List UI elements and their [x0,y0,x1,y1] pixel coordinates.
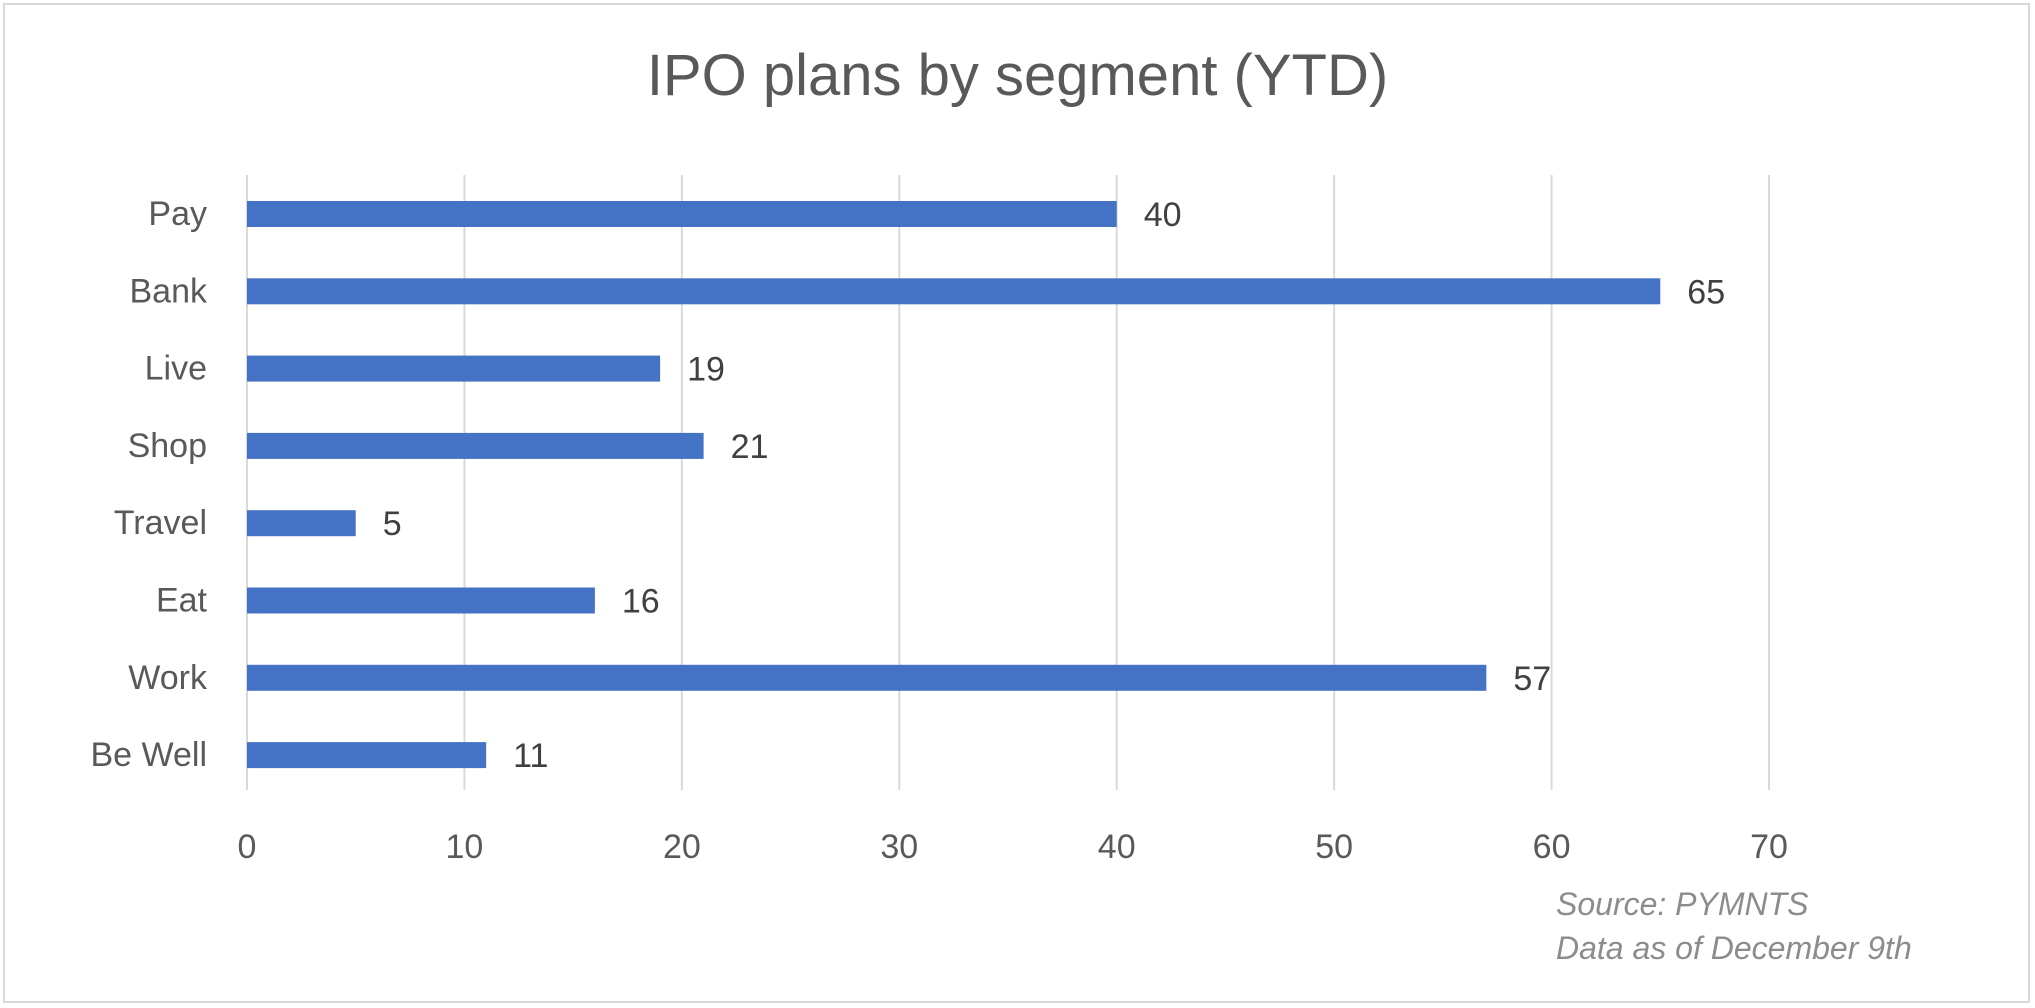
bar [247,432,704,459]
data-label: 5 [383,505,402,543]
data-label: 40 [1144,196,1182,234]
bars [247,201,1661,769]
data-label: 65 [1687,273,1725,311]
category-labels: Pay Bank Live Shop Travel Eat Work Be Well [90,195,208,774]
data-label: 21 [731,428,769,466]
bar [247,587,595,614]
chart-frame [3,3,2030,1003]
bar [247,278,1661,305]
x-tick-label: 50 [1315,828,1353,866]
x-tick-label: 70 [1750,828,1788,866]
bar [247,201,1117,227]
category-label: Live [145,350,207,388]
data-labels: 40 65 19 21 5 16 57 11 [383,196,1725,775]
data-label: 16 [622,583,660,621]
source-line: Source: PYMNTS [1556,886,1809,922]
category-label: Pay [148,195,207,233]
source-note: Source: PYMNTS Data as of December 9th [1556,882,1912,970]
category-label: Travel [114,504,207,542]
data-label: 19 [687,351,725,389]
category-label: Bank [130,272,208,310]
bar [247,664,1487,691]
x-tick-label: 40 [1098,828,1136,866]
x-tick-label: 30 [880,828,918,866]
data-label: 11 [513,737,548,775]
category-label: Be Well [90,736,207,774]
x-tick-label: 60 [1533,828,1571,866]
x-tick-label: 10 [446,828,484,866]
x-tick-label: 20 [663,828,701,866]
chart-title: IPO plans by segment (YTD) [646,43,1389,108]
x-tick-label: 0 [238,828,257,866]
data-date-line: Data as of December 9th [1556,930,1912,966]
x-tick-labels: 0 10 20 30 40 50 60 70 [238,828,1788,866]
bar [247,355,661,382]
data-label: 57 [1513,660,1551,698]
category-label: Shop [128,427,207,465]
category-label: Work [128,659,208,697]
category-label: Eat [156,582,208,620]
bar [247,510,356,537]
bar [247,742,487,769]
